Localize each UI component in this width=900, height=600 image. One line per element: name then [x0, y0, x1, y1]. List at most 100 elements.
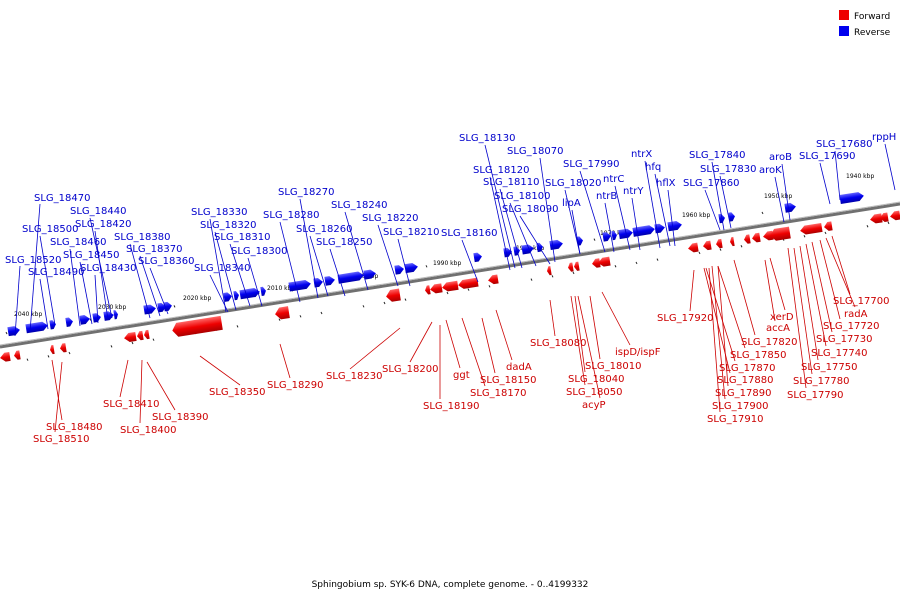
gene-label[interactable]: SLG_17750: [801, 362, 857, 373]
gene-label[interactable]: SLG_17890: [715, 388, 771, 399]
forward-gene-arrow[interactable]: [799, 222, 823, 235]
reverse-gene-arrow[interactable]: [337, 271, 364, 284]
gene-label[interactable]: SLG_17920: [657, 313, 713, 324]
gene-label[interactable]: SLG_18420: [75, 219, 131, 230]
reverse-gene-arrow[interactable]: [103, 310, 114, 321]
gene-label[interactable]: SLG_18480: [46, 422, 102, 433]
forward-gene-arrow[interactable]: [59, 343, 67, 353]
gene-label[interactable]: SLG_17830: [700, 164, 756, 175]
gene-label[interactable]: SLG_18390: [152, 412, 208, 423]
gene-label[interactable]: acyP: [582, 400, 606, 411]
gene-label[interactable]: SLG_17910: [707, 414, 763, 425]
reverse-gene-arrow[interactable]: [223, 292, 232, 302]
gene-label[interactable]: SLG_17700: [833, 296, 889, 307]
gene-label[interactable]: SLG_18430: [80, 263, 136, 274]
forward-gene-arrow[interactable]: [457, 277, 479, 290]
gene-label[interactable]: SLG_18440: [70, 206, 126, 217]
reverse-gene-arrow[interactable]: [839, 191, 864, 204]
gene-label[interactable]: SLG_18050: [566, 387, 622, 398]
forward-gene-arrow[interactable]: [136, 330, 144, 341]
gene-label[interactable]: SLG_17870: [719, 363, 775, 374]
gene-label[interactable]: SLG_18170: [470, 388, 526, 399]
gene-label[interactable]: SLG_17780: [793, 376, 849, 387]
gene-label[interactable]: SLG_18240: [331, 200, 387, 211]
gene-label[interactable]: SLG_18270: [278, 187, 334, 198]
reverse-gene-arrow[interactable]: [113, 310, 118, 320]
gene-label[interactable]: accA: [766, 323, 790, 334]
gene-label[interactable]: SLG_18400: [120, 425, 176, 436]
forward-gene-arrow[interactable]: [823, 221, 833, 231]
gene-label[interactable]: SLG_18190: [423, 401, 479, 412]
reverse-gene-arrow[interactable]: [7, 325, 20, 337]
gene-label[interactable]: SLG_17990: [563, 159, 619, 170]
gene-label[interactable]: SLG_17850: [730, 350, 786, 361]
forward-gene-arrow[interactable]: [591, 258, 601, 268]
forward-gene-arrow[interactable]: [597, 256, 611, 268]
forward-gene-arrow[interactable]: [715, 238, 723, 249]
gene-label[interactable]: SLG_18120: [473, 165, 529, 176]
forward-gene-arrow[interactable]: [769, 226, 791, 242]
gene-label[interactable]: hfq: [645, 162, 661, 173]
gene-label[interactable]: xerD: [770, 312, 794, 323]
forward-gene-arrow[interactable]: [889, 210, 900, 221]
forward-gene-arrow[interactable]: [171, 315, 223, 338]
gene-label[interactable]: SLG_18100: [494, 191, 550, 202]
forward-gene-arrow[interactable]: [143, 329, 150, 340]
forward-gene-arrow[interactable]: [743, 234, 751, 244]
gene-label[interactable]: SLG_18360: [138, 256, 194, 267]
reverse-gene-arrow[interactable]: [618, 228, 633, 240]
forward-gene-arrow[interactable]: [879, 212, 889, 222]
forward-gene-arrow[interactable]: [385, 288, 401, 303]
gene-label[interactable]: hflX: [656, 178, 676, 189]
gene-label[interactable]: SLG_18200: [382, 364, 438, 375]
reverse-gene-arrow[interactable]: [667, 220, 682, 232]
gene-label[interactable]: SLG_18320: [200, 220, 256, 231]
gene-label[interactable]: SLG_17740: [811, 348, 867, 359]
gene-label[interactable]: SLG_17860: [683, 178, 739, 189]
gene-label[interactable]: SLG_18460: [50, 237, 106, 248]
gene-label[interactable]: SLG_17820: [741, 337, 797, 348]
gene-label[interactable]: aroB: [769, 152, 792, 163]
reverse-gene-arrow[interactable]: [49, 320, 56, 330]
gene-label[interactable]: ntrC: [603, 174, 624, 185]
gene-label[interactable]: SLG_18380: [114, 232, 170, 243]
forward-gene-arrow[interactable]: [567, 262, 574, 273]
forward-gene-arrow[interactable]: [274, 306, 290, 320]
gene-label[interactable]: SLG_18330: [191, 207, 247, 218]
reverse-gene-arrow[interactable]: [632, 225, 655, 237]
gene-label[interactable]: SLG_18150: [480, 375, 536, 386]
gene-label[interactable]: SLG_18490: [28, 267, 84, 278]
gene-label[interactable]: SLG_18160: [441, 228, 497, 239]
gene-label[interactable]: SLG_18450: [63, 250, 119, 261]
gene-label[interactable]: SLG_17880: [717, 375, 773, 386]
forward-gene-arrow[interactable]: [762, 230, 774, 241]
forward-gene-arrow[interactable]: [429, 283, 443, 294]
gene-label[interactable]: SLG_18510: [33, 434, 89, 445]
gene-label[interactable]: SLG_17720: [823, 321, 879, 332]
forward-gene-arrow[interactable]: [751, 232, 761, 243]
forward-gene-arrow[interactable]: [573, 261, 580, 272]
forward-gene-arrow[interactable]: [729, 236, 735, 247]
gene-label[interactable]: SLG_17790: [787, 390, 843, 401]
forward-gene-arrow[interactable]: [546, 266, 552, 276]
reverse-gene-arrow[interactable]: [163, 301, 172, 312]
gene-label[interactable]: lipA: [562, 198, 581, 209]
gene-label[interactable]: SLG_18280: [263, 210, 319, 221]
reverse-gene-arrow[interactable]: [143, 304, 156, 315]
gene-label[interactable]: SLG_17730: [816, 334, 872, 345]
gene-label[interactable]: SLG_18410: [103, 399, 159, 410]
forward-gene-arrow[interactable]: [441, 280, 459, 292]
gene-label[interactable]: SLG_18230: [326, 371, 382, 382]
gene-label[interactable]: ggt: [453, 370, 470, 381]
gene-label[interactable]: SLG_18130: [459, 133, 515, 144]
gene-label[interactable]: SLG_17900: [712, 401, 768, 412]
gene-label[interactable]: SLG_18210: [383, 227, 439, 238]
forward-gene-arrow[interactable]: [687, 242, 699, 253]
gene-label[interactable]: SLG_18250: [316, 237, 372, 248]
forward-gene-arrow[interactable]: [487, 274, 499, 285]
gene-label[interactable]: SLG_18080: [530, 338, 586, 349]
gene-label[interactable]: SLG_18370: [126, 244, 182, 255]
forward-gene-arrow[interactable]: [49, 344, 55, 355]
reverse-gene-arrow[interactable]: [521, 244, 534, 255]
reverse-gene-arrow[interactable]: [549, 239, 563, 251]
